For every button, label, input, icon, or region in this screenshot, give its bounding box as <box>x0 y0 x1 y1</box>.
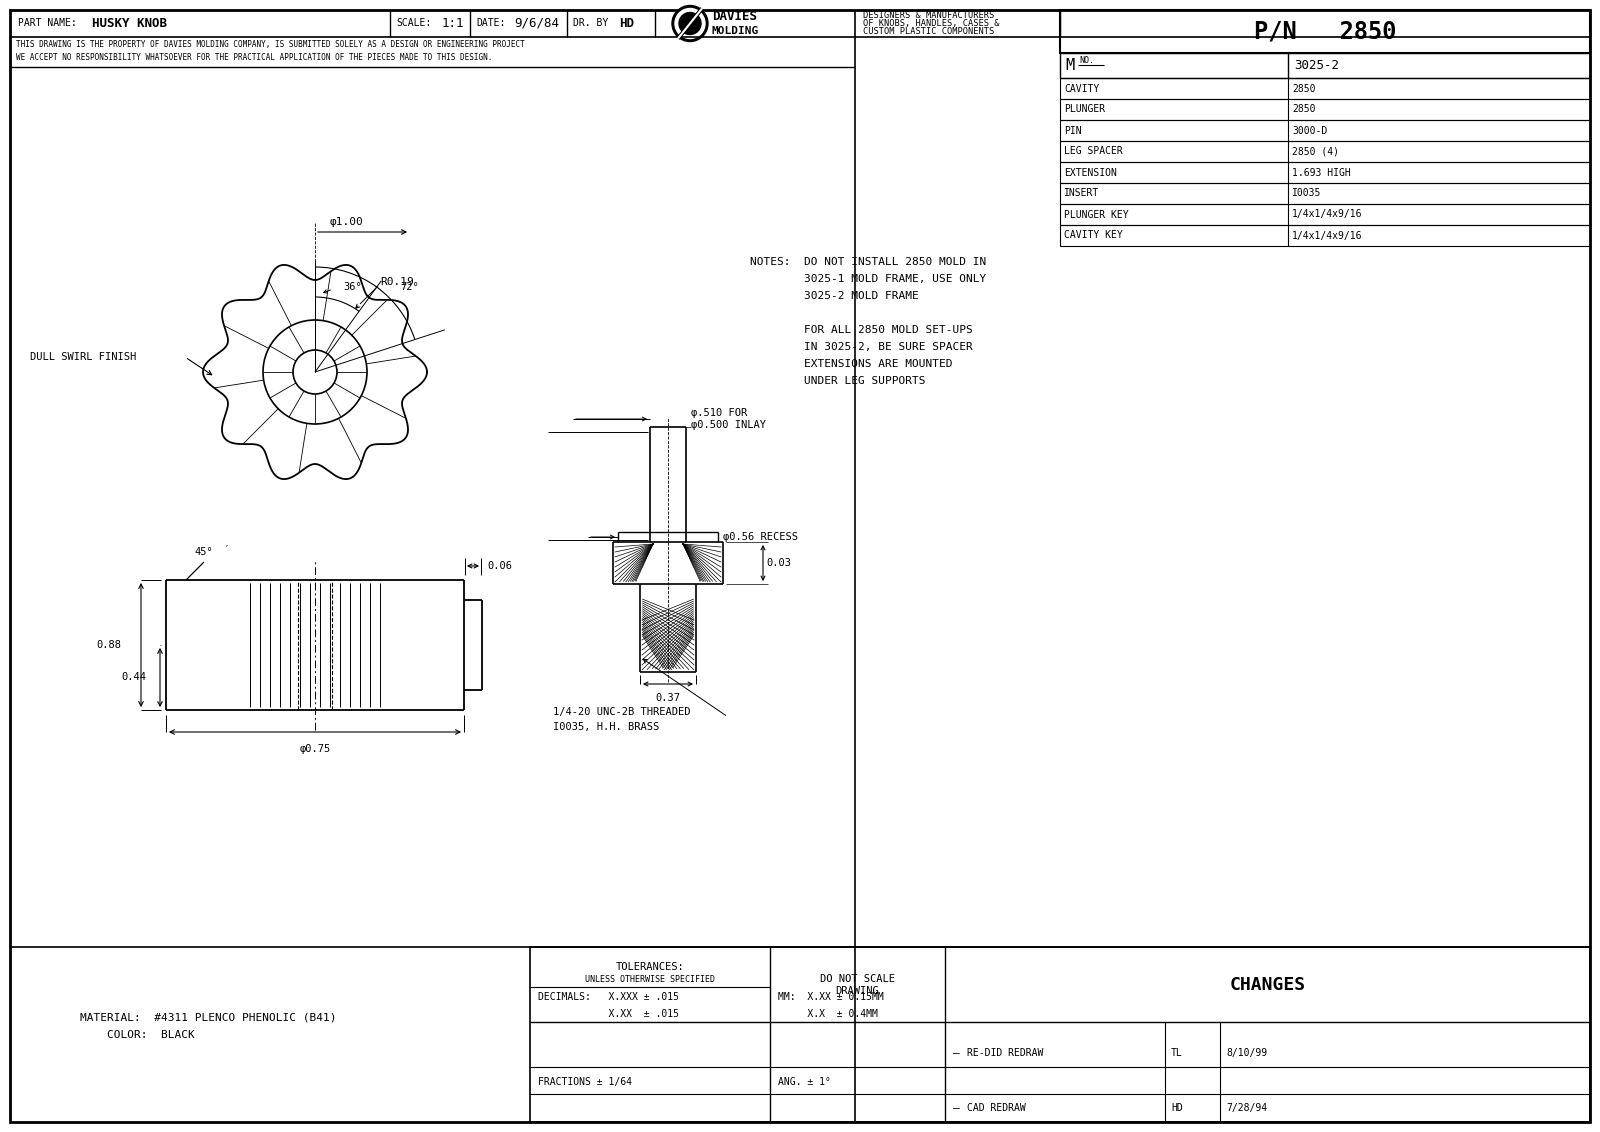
Text: CAVITY KEY: CAVITY KEY <box>1064 231 1123 240</box>
Text: X.XX  ± .015: X.XX ± .015 <box>538 1009 678 1019</box>
Text: RE-DID REDRAW: RE-DID REDRAW <box>966 1048 1043 1058</box>
Text: 9/6/84: 9/6/84 <box>514 17 558 31</box>
Text: CHANGES: CHANGES <box>1229 976 1306 994</box>
Text: 72°: 72° <box>400 282 419 292</box>
Text: PART NAME:: PART NAME: <box>18 18 77 28</box>
Text: 1/4x1/4x9/16: 1/4x1/4x9/16 <box>1291 209 1363 220</box>
Text: HUSKY KNOB: HUSKY KNOB <box>93 17 166 31</box>
Text: LEG SPACER: LEG SPACER <box>1064 146 1123 156</box>
Text: DO NOT SCALE: DO NOT SCALE <box>819 974 894 984</box>
Text: CUSTOM PLASTIC COMPONENTS: CUSTOM PLASTIC COMPONENTS <box>862 27 994 36</box>
Text: DR. BY: DR. BY <box>573 18 608 28</box>
Text: NO.: NO. <box>1078 55 1094 65</box>
Text: 2850: 2850 <box>1291 84 1315 94</box>
Text: 45°: 45° <box>194 547 213 557</box>
Text: 3025-2: 3025-2 <box>1294 59 1339 72</box>
Bar <box>1059 225 1590 246</box>
Text: 0.03: 0.03 <box>766 558 790 568</box>
Text: MM:  X.XX ± 0.15MM: MM: X.XX ± 0.15MM <box>778 992 883 1002</box>
Text: HD: HD <box>619 17 634 31</box>
Bar <box>1059 98 1590 120</box>
Text: NOTES:  DO NOT INSTALL 2850 MOLD IN: NOTES: DO NOT INSTALL 2850 MOLD IN <box>750 257 986 267</box>
Text: 1/4x1/4x9/16: 1/4x1/4x9/16 <box>1291 231 1363 240</box>
Text: φ0.56 RECESS: φ0.56 RECESS <box>723 532 798 542</box>
Text: X.X  ± 0.4MM: X.X ± 0.4MM <box>778 1009 878 1019</box>
Text: 1.693 HIGH: 1.693 HIGH <box>1291 168 1350 178</box>
Text: CAVITY: CAVITY <box>1064 84 1099 94</box>
Text: IN 3025-2, BE SURE SPACER: IN 3025-2, BE SURE SPACER <box>750 342 973 352</box>
Text: DRAWING: DRAWING <box>835 986 880 996</box>
Text: φ0.500 INLAY: φ0.500 INLAY <box>691 420 766 430</box>
Text: OF KNOBS, HANDLES, CASES &: OF KNOBS, HANDLES, CASES & <box>862 19 1000 28</box>
Text: 7/28/94: 7/28/94 <box>1226 1103 1267 1113</box>
Text: PIN: PIN <box>1064 126 1082 136</box>
Circle shape <box>672 6 707 42</box>
Text: MOLDING: MOLDING <box>712 26 760 35</box>
Text: DAVIES: DAVIES <box>712 10 757 23</box>
Bar <box>1059 162 1590 183</box>
Text: φ.510 FOR: φ.510 FOR <box>691 408 747 418</box>
Text: INSERT: INSERT <box>1064 189 1099 198</box>
Text: φ0.75: φ0.75 <box>299 744 331 754</box>
Text: 0.88: 0.88 <box>96 640 122 650</box>
Bar <box>1059 142 1590 162</box>
Text: M: M <box>1066 58 1074 72</box>
Text: THIS DRAWING IS THE PROPERTY OF DAVIES MOLDING COMPANY, IS SUBMITTED SOLELY AS A: THIS DRAWING IS THE PROPERTY OF DAVIES M… <box>16 40 525 49</box>
Text: DECIMALS:   X.XXX ± .015: DECIMALS: X.XXX ± .015 <box>538 992 678 1002</box>
Text: 3000-D: 3000-D <box>1291 126 1326 136</box>
Bar <box>1059 204 1590 225</box>
Text: I0035, H.H. BRASS: I0035, H.H. BRASS <box>554 722 659 732</box>
Text: I0035: I0035 <box>1291 189 1322 198</box>
Text: PLUNGER KEY: PLUNGER KEY <box>1064 209 1128 220</box>
Text: 1/4-20 UNC-2B THREADED: 1/4-20 UNC-2B THREADED <box>554 708 691 717</box>
Bar <box>1059 183 1590 204</box>
Text: SCALE:: SCALE: <box>397 18 432 28</box>
Text: P/N   2850: P/N 2850 <box>1254 19 1397 43</box>
Text: R0.19: R0.19 <box>381 277 414 288</box>
Text: 36°: 36° <box>342 282 362 292</box>
Text: –: – <box>954 1103 960 1113</box>
Bar <box>530 947 1590 1122</box>
Bar <box>1059 120 1590 142</box>
Bar <box>1059 78 1590 98</box>
Text: 8/10/99: 8/10/99 <box>1226 1048 1267 1058</box>
Text: –: – <box>954 1048 960 1058</box>
Circle shape <box>675 9 706 38</box>
Bar <box>1059 10 1590 53</box>
Text: WE ACCEPT NO RESPONSIBILITY WHATSOEVER FOR THE PRACTICAL APPLICATION OF THE PIEC: WE ACCEPT NO RESPONSIBILITY WHATSOEVER F… <box>16 53 493 62</box>
Text: EXTENSION: EXTENSION <box>1064 168 1117 178</box>
Bar <box>1059 53 1590 78</box>
Text: COLOR:  BLACK: COLOR: BLACK <box>80 1030 195 1040</box>
Text: UNDER LEG SUPPORTS: UNDER LEG SUPPORTS <box>750 376 925 386</box>
Text: 2850 (4): 2850 (4) <box>1291 146 1339 156</box>
Text: 2850: 2850 <box>1291 104 1315 114</box>
Text: 3025-2 MOLD FRAME: 3025-2 MOLD FRAME <box>750 291 918 301</box>
Text: 0.06: 0.06 <box>486 561 512 571</box>
Text: φ1.00: φ1.00 <box>330 217 363 228</box>
Text: MATERIAL:  #4311 PLENCO PHENOLIC (B41): MATERIAL: #4311 PLENCO PHENOLIC (B41) <box>80 1012 336 1022</box>
Circle shape <box>678 12 701 34</box>
Text: 0.37: 0.37 <box>656 693 680 703</box>
Text: TOLERANCES:: TOLERANCES: <box>616 962 685 972</box>
Text: 1:1: 1:1 <box>442 17 464 31</box>
Text: DULL SWIRL FINISH: DULL SWIRL FINISH <box>30 352 136 362</box>
Text: FOR ALL 2850 MOLD SET-UPS: FOR ALL 2850 MOLD SET-UPS <box>750 325 973 335</box>
Text: ANG. ± 1°: ANG. ± 1° <box>778 1077 830 1087</box>
Text: TL: TL <box>1171 1048 1182 1058</box>
Text: DATE:: DATE: <box>477 18 506 28</box>
Text: HD: HD <box>1171 1103 1182 1113</box>
Text: 0.44: 0.44 <box>122 672 146 683</box>
Text: PLUNGER: PLUNGER <box>1064 104 1106 114</box>
Text: EXTENSIONS ARE MOUNTED: EXTENSIONS ARE MOUNTED <box>750 359 952 369</box>
Text: UNLESS OTHERWISE SPECIFIED: UNLESS OTHERWISE SPECIFIED <box>586 975 715 984</box>
Text: ′: ′ <box>224 544 230 555</box>
Text: CAD REDRAW: CAD REDRAW <box>966 1103 1026 1113</box>
Text: DESIGNERS & MANUFACTURERS: DESIGNERS & MANUFACTURERS <box>862 11 994 20</box>
Text: 3025-1 MOLD FRAME, USE ONLY: 3025-1 MOLD FRAME, USE ONLY <box>750 274 986 284</box>
Text: FRACTIONS ± 1/64: FRACTIONS ± 1/64 <box>538 1077 632 1087</box>
